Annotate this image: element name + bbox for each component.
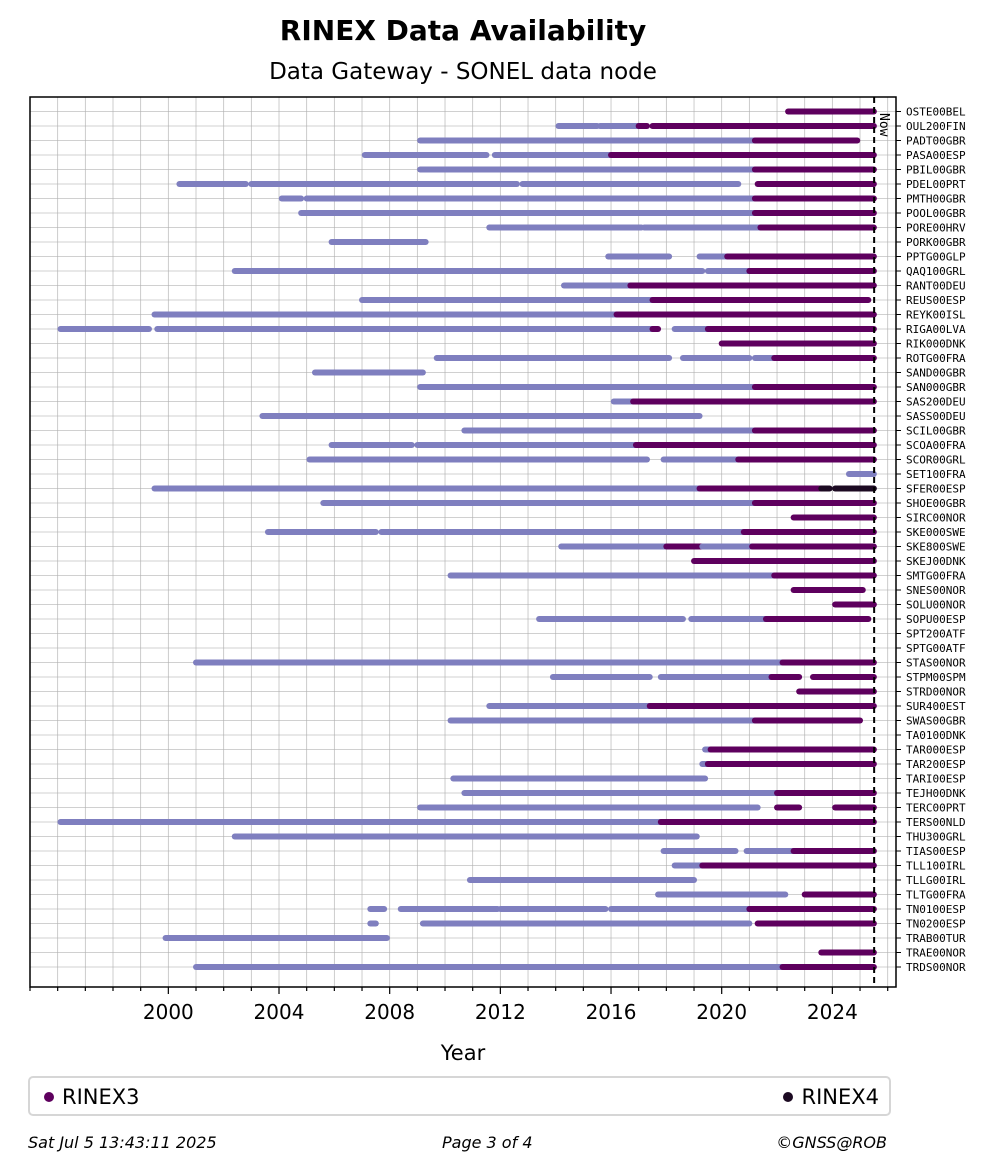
chart-title: RINEX Data Availability: [279, 14, 647, 47]
station-label: PDEL00PRT: [906, 178, 966, 191]
station-label: PORE00HRV: [906, 222, 966, 235]
station-label: SAS200DEU: [906, 396, 966, 409]
station-label: RANT00DEU: [906, 280, 966, 293]
x-tick-label: 2020: [696, 1000, 747, 1024]
plot-frame: [29, 96, 897, 988]
station-label: TERS00NLD: [906, 816, 966, 829]
station-label: TLLG00IRL: [906, 874, 966, 887]
station-label: TERC00PRT: [906, 802, 966, 815]
station-label: SHOE00GBR: [906, 497, 966, 510]
x-tick-label: 2016: [586, 1000, 637, 1024]
station-label: QAQ100GRL: [906, 265, 966, 278]
station-label: REYK00ISL: [906, 309, 966, 322]
station-label: STPM00SPM: [906, 671, 966, 684]
station-label: TN0200ESP: [906, 918, 966, 931]
station-label: POOL00GBR: [906, 207, 966, 220]
footer-date: Sat Jul 5 13:43:11 2025: [28, 1133, 217, 1152]
x-tick-label: 2000: [143, 1000, 194, 1024]
station-label: TN0100ESP: [906, 903, 966, 916]
station-label: SNES00NOR: [906, 584, 966, 597]
chart-bars: [57, 108, 877, 970]
station-label: RIK000DNK: [906, 338, 966, 351]
station-label: TLTG00FRA: [906, 889, 966, 902]
station-label: TLL100IRL: [906, 860, 966, 873]
station-label: SKEJ00DNK: [906, 555, 966, 568]
station-label: SPT200ATF: [906, 628, 966, 641]
chart-subtitle: Data Gateway - SONEL data node: [269, 59, 657, 85]
station-label: PADT00GBR: [906, 135, 966, 148]
legend-item-rinex3: RINEX3: [44, 1085, 140, 1109]
station-label: SAN000GBR: [906, 381, 966, 394]
x-tick-label: 2004: [254, 1000, 305, 1024]
station-label: TRDS00NOR: [906, 961, 966, 974]
station-label: SIRC00NOR: [906, 512, 966, 525]
legend-label-rinex4: RINEX4: [801, 1085, 879, 1109]
station-label: TARI00ESP: [906, 773, 966, 786]
station-label: TIAS00ESP: [906, 845, 966, 858]
legend: RINEX3 RINEX4: [28, 1076, 891, 1116]
station-label: SASS00DEU: [906, 410, 966, 423]
x-tick-label: 2012: [475, 1000, 526, 1024]
rinex4-marker-icon: [783, 1092, 794, 1102]
station-label: SFER00ESP: [906, 483, 966, 496]
x-axis: 2000 2004 2008 2012 2016 2020 2024: [29, 987, 889, 1024]
station-label: SMTG00FRA: [906, 570, 966, 583]
station-label: SAND00GBR: [906, 367, 966, 380]
footer-page: Page 3 of 4: [442, 1133, 533, 1152]
station-label: SCIL00GBR: [906, 425, 966, 438]
station-label: STRD00NOR: [906, 686, 966, 699]
station-label: PASA00ESP: [906, 149, 966, 162]
station-label: OUL200FIN: [906, 120, 966, 133]
station-label: RIGA00LVA: [906, 323, 966, 336]
station-label: SKE000SWE: [906, 526, 966, 539]
station-label: PBIL00GBR: [906, 164, 966, 177]
footer-copyright: ©GNSS@ROB: [776, 1133, 887, 1152]
station-label: THU300GRL: [906, 831, 966, 844]
station-label: SKE800SWE: [906, 541, 966, 554]
x-tick-label: 2024: [807, 1000, 858, 1024]
station-label: SCOA00FRA: [906, 439, 966, 452]
station-label: TAR200ESP: [906, 758, 966, 771]
station-label: SET100FRA: [906, 468, 966, 481]
station-label: OSTE00BEL: [906, 106, 966, 119]
x-axis-label: Year: [440, 1041, 486, 1065]
station-label: SOLU00NOR: [906, 599, 966, 612]
station-label: SPTG00ATF: [906, 642, 966, 655]
legend-item-rinex4: RINEX4: [783, 1085, 879, 1109]
station-label: TEJH00DNK: [906, 787, 966, 800]
station-label: PORK00GBR: [906, 236, 966, 249]
x-tick-label: 2008: [364, 1000, 415, 1024]
station-label: SOPU00ESP: [906, 613, 966, 626]
legend-label-rinex3: RINEX3: [62, 1085, 140, 1109]
station-label: TA0100DNK: [906, 729, 966, 742]
station-label: SUR400EST: [906, 700, 966, 713]
rinex3-marker-icon: [44, 1092, 54, 1102]
station-label: ROTG00FRA: [906, 352, 966, 365]
station-label: STAS00NOR: [906, 657, 966, 670]
station-label: TAR000ESP: [906, 744, 966, 757]
availability-chart: 2000 2004 2008 2012 2016 2020 2024 OSTE00BELOU…: [29, 96, 966, 1065]
station-label: SCOR00GRL: [906, 454, 966, 467]
station-label: SWAS00GBR: [906, 715, 966, 728]
station-label: REUS00ESP: [906, 294, 966, 307]
station-label: TRAE00NOR: [906, 947, 966, 960]
station-label: TRAB00TUR: [906, 932, 966, 945]
station-label: PPTG00GLP: [906, 251, 966, 264]
station-label: PMTH00GBR: [906, 193, 966, 206]
now-label: Now: [876, 113, 891, 137]
